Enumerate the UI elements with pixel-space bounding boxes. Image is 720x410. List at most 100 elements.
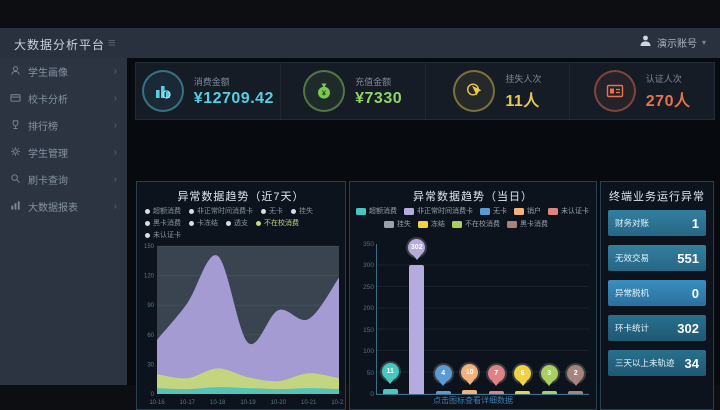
y-axis-tick: 250	[363, 283, 374, 291]
bar[interactable]	[435, 391, 451, 394]
legend-label: 卡冻结	[197, 220, 218, 227]
legend-item[interactable]: 非正常时间消费卡	[404, 206, 473, 216]
kpi-value: 270人	[645, 92, 691, 110]
sidebar-item[interactable]: 大数据报表 ›	[0, 193, 127, 220]
legend-item[interactable]: 未认证卡	[145, 230, 181, 240]
user-menu[interactable]: 演示账号 ▾	[639, 34, 706, 50]
legend-item[interactable]: 未认证卡	[548, 206, 589, 216]
gear-icon	[10, 146, 21, 160]
legend-label: 未认证卡	[153, 232, 181, 239]
legend-label: 超额消费	[153, 208, 181, 215]
kpi-card: 消费金额 ¥12709.42	[136, 63, 281, 119]
balloon-marker[interactable]: 7	[487, 365, 505, 386]
balloon-marker[interactable]: 10	[461, 363, 479, 385]
legend-item[interactable]: 不在校消费	[452, 219, 500, 229]
terminal-row-value: 302	[677, 320, 699, 336]
balloon-marker[interactable]: 11	[381, 363, 399, 385]
svg-text:150: 150	[144, 244, 155, 250]
y-axis-tick: 100	[363, 348, 374, 356]
sidebar-item[interactable]: 排行榜 ›	[0, 112, 127, 139]
bar[interactable]	[515, 391, 531, 394]
legend-item[interactable]: 超额消费	[356, 206, 397, 216]
kpi-value: 11人	[505, 92, 540, 110]
legend-item[interactable]: 黑卡消费	[507, 219, 548, 229]
legend-swatch-icon	[507, 220, 517, 228]
svg-text:10-21: 10-21	[301, 400, 317, 406]
menu-collapse-icon[interactable]: ≡	[108, 35, 116, 50]
sidebar-item[interactable]: 校卡分析 ›	[0, 85, 127, 112]
legend-item[interactable]: 卡冻结	[189, 218, 218, 228]
card-icon	[10, 92, 21, 106]
user-name: 演示账号	[656, 38, 697, 50]
balloon-value: 6	[514, 365, 532, 382]
legend-item[interactable]: 冻结	[418, 219, 445, 229]
terminal-row-value: 551	[677, 250, 699, 266]
legend-label: 销户	[527, 208, 541, 215]
daily-legend: 超额消费 非正常时间消费卡 无卡 销户 未认证卡挂失 冻结 不在校消费 黑卡消费	[356, 206, 592, 232]
chevron-right-icon: ›	[113, 201, 117, 212]
terminal-row-label: 无效交易	[615, 253, 650, 263]
legend-dot-icon	[256, 220, 261, 226]
chevron-right-icon: ›	[113, 120, 117, 131]
kpi-band: 消费金额 ¥12709.42 ¥ 充值金额 ¥7330 挂失人次 11人 认证人次 270人	[135, 62, 715, 120]
terminal-row[interactable]: 环卡统计 302	[608, 315, 706, 341]
bar[interactable]	[541, 391, 557, 394]
weekly-trend-title: 异常数据趋势（近7天）	[177, 191, 305, 203]
sidebar-item-label: 刷卡查询	[28, 176, 68, 187]
kpi-label: 挂失人次	[505, 73, 542, 84]
legend-label: 未认证卡	[561, 208, 589, 215]
sidebar-item[interactable]: 刷卡查询 ›	[0, 166, 127, 193]
legend-item[interactable]: 黑卡消费	[145, 218, 181, 228]
legend-dot-icon	[261, 208, 266, 214]
balloon-marker[interactable]: 6	[514, 365, 532, 386]
sidebar-item[interactable]: 学生管理 ›	[0, 139, 127, 166]
bar[interactable]	[382, 389, 398, 394]
legend-item[interactable]: 无卡	[261, 206, 283, 216]
y-axis-tick: 0	[370, 391, 374, 398]
legend-item[interactable]: 挂失	[384, 219, 411, 229]
bar[interactable]	[462, 389, 478, 394]
kpi-label: 认证人次	[645, 73, 682, 84]
sidebar-item[interactable]: 学生画像 ›	[0, 58, 127, 85]
svg-text:120: 120	[144, 274, 155, 280]
chevron-down-icon: ▾	[701, 37, 706, 47]
daily-trend-panel: 异常数据趋势（当日） 超额消费 非正常时间消费卡 无卡 销户 未认证卡 挂失 冻结 不在校消费…	[349, 181, 597, 410]
legend-label: 超额消费	[369, 208, 397, 215]
legend-item[interactable]: 透支	[226, 218, 248, 228]
balloon-marker[interactable]: 2	[567, 365, 585, 386]
bar[interactable]	[409, 264, 425, 394]
balloon-marker[interactable]: 4	[434, 365, 452, 386]
legend-item[interactable]: 挂失	[291, 206, 313, 216]
legend-item[interactable]: 超额消费	[145, 206, 181, 216]
terminal-row-label: 环卡统计	[615, 323, 650, 333]
weekly-trend-panel: 异常数据趋势（近7天） 超额消费 非正常时间消费卡 无卡 挂失黑卡消费 卡冻结 透支 不在校…	[136, 181, 346, 410]
legend-dot-icon	[189, 220, 194, 226]
terminal-row[interactable]: 异常脱机 0	[608, 280, 706, 306]
bar[interactable]	[488, 391, 504, 394]
bar[interactable]	[568, 391, 584, 394]
search-icon	[10, 173, 21, 187]
legend-item[interactable]: 不在校消费	[256, 218, 299, 228]
trophy-icon	[10, 119, 21, 133]
legend-swatch-icon	[356, 207, 366, 215]
legend-dot-icon	[189, 208, 194, 214]
legend-label: 挂失	[299, 208, 313, 215]
legend-item[interactable]: 非正常时间消费卡	[189, 206, 253, 216]
legend-dot-icon	[291, 208, 296, 214]
terminal-row[interactable]: 财务对账 1	[608, 210, 706, 236]
legend-item[interactable]: 无卡	[480, 206, 507, 216]
legend-swatch-icon	[480, 207, 490, 215]
kpi-value: ¥7330	[355, 89, 403, 107]
hand-click-icon	[453, 70, 496, 112]
sidebar: 学生画像 › 校卡分析 › 排行榜 › 学生管理 › 刷卡查询 › 大数据报表 ›	[0, 58, 127, 385]
legend-label: 无卡	[269, 208, 283, 215]
balloon-marker[interactable]: 302	[408, 238, 426, 260]
legend-swatch-icon	[452, 220, 462, 228]
daily-detail-link[interactable]: 点击图标查看详细数据	[433, 396, 513, 405]
chevron-right-icon: ›	[113, 93, 117, 104]
balloon-marker[interactable]: 3	[540, 365, 558, 386]
legend-label: 不在校消费	[465, 221, 500, 228]
terminal-row[interactable]: 无效交易 551	[608, 245, 706, 271]
terminal-row[interactable]: 三天以上未轨迹 34	[608, 350, 706, 376]
legend-item[interactable]: 销户	[514, 206, 541, 216]
